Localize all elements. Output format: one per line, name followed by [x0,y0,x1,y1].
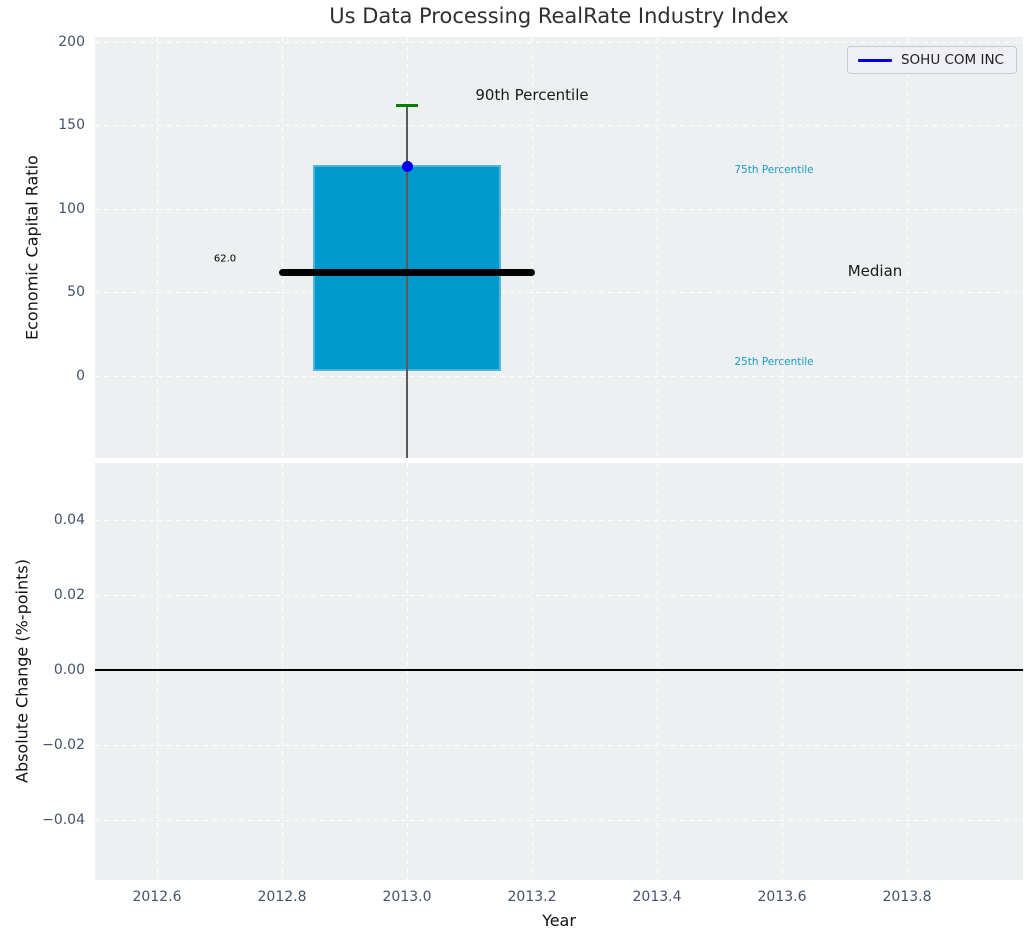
gridline-vertical [282,463,283,880]
median-value-label: 62.0 [213,253,237,265]
bottom-y-tick-label: −0.04 [42,812,85,828]
gridline-vertical [782,463,783,880]
chart-title: Us Data Processing RealRate Industry Ind… [329,4,789,28]
gridline-vertical [657,463,658,880]
legend-line-sample [857,58,892,62]
bottom-axes [95,463,1023,880]
x-tick-label: 2012.6 [132,889,182,905]
company-data-point [401,161,413,173]
median-line [278,268,536,276]
top-y-tick-label: 50 [67,284,85,301]
gridline-vertical [407,463,408,880]
gridline-vertical [157,463,158,880]
gridline-vertical [157,37,158,458]
top-axes: 90th Percentile 62.0 75th Percentile Med… [95,37,1023,458]
x-tick-label: 2013.8 [882,889,932,905]
gridline-horizontal [95,125,1023,127]
bottom-y-tick-label: −0.02 [42,737,85,753]
gridline-horizontal [95,41,1023,43]
zero-change-line [95,669,1023,671]
x-tick-label: 2013.2 [507,889,557,905]
x-axis-label: Year [542,911,576,930]
annotation-75th-percentile: 75th Percentile [734,164,814,176]
gridline-vertical [782,37,783,458]
x-tick-label: 2013.6 [757,889,807,905]
legend: SOHU COM INC [846,46,1017,74]
gridline-horizontal [95,375,1023,377]
top-y-tick-label: 200 [58,33,85,50]
x-tick-label: 2012.8 [257,889,307,905]
gridline-horizontal [95,520,1023,521]
annotation-25th-percentile: 25th Percentile [734,356,814,368]
gridline-vertical [907,463,908,880]
gridline-horizontal [95,595,1023,596]
gridline-horizontal [95,745,1023,746]
annotation-median: Median [847,262,903,280]
top-y-tick-label: 100 [58,200,85,217]
gridline-vertical [907,37,908,458]
gridline-horizontal [95,292,1023,294]
x-tick-label: 2013.4 [632,889,682,905]
bottom-y-tick-label: 0.04 [53,512,85,528]
gridline-vertical [657,37,658,458]
bottom-y-tick-label: 0.02 [53,587,85,603]
gridline-horizontal [95,820,1023,821]
whisker-line [406,105,408,458]
whisker-cap-90th [396,103,418,107]
gridline-vertical [282,37,283,458]
gridline-horizontal [95,208,1023,210]
bottom-y-tick-label: 0.00 [53,662,85,678]
annotation-90th-percentile: 90th Percentile [475,86,589,104]
top-y-axis-label: Economic Capital Ratio [22,155,42,340]
legend-label: SOHU COM INC [900,52,1004,68]
gridline-vertical [532,37,533,458]
gridline-vertical [532,463,533,880]
x-tick-label: 2013.0 [382,889,432,905]
top-y-tick-label: 150 [58,117,85,134]
top-y-tick-label: 0 [76,367,85,384]
